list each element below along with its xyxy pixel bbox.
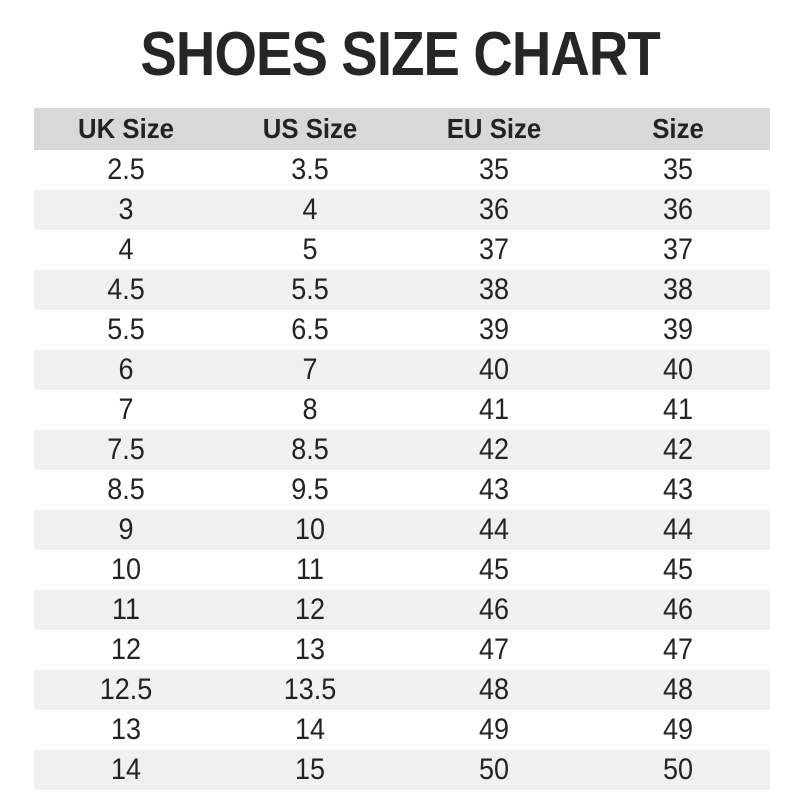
table-cell: 8 <box>302 393 318 426</box>
table-row: 6 7 40 40 <box>34 350 770 390</box>
table-cell: 5 <box>302 233 318 266</box>
table-cell: 40 <box>478 353 510 386</box>
table-cell: 48 <box>662 673 694 706</box>
column-header-uk-size: UK Size <box>78 113 174 144</box>
table-header-row: UK Size US Size EU Size Size <box>34 108 770 150</box>
table-cell: 14 <box>110 753 142 786</box>
table-cell: 6 <box>118 353 134 386</box>
table-cell: 37 <box>478 233 510 266</box>
table-cell: 45 <box>662 553 694 586</box>
table-cell: 11 <box>295 553 325 586</box>
table-cell: 7 <box>302 353 318 386</box>
table-cell: 41 <box>478 393 510 426</box>
table-cell: 7.5 <box>107 433 145 466</box>
table-row: 5.5 6.5 39 39 <box>34 310 770 350</box>
table-cell: 39 <box>662 313 694 346</box>
table-cell: 47 <box>662 633 694 666</box>
table-cell: 42 <box>662 433 694 466</box>
table-row: 4.5 5.5 38 38 <box>34 270 770 310</box>
page-title: SHOES SIZE CHART <box>0 24 800 86</box>
table-body: 2.5 3.5 35 35 3 4 36 36 4 5 37 37 4.5 5.5 38 38 5.5 6.5 39… <box>34 150 770 790</box>
table-cell: 37 <box>662 233 694 266</box>
table-cell: 39 <box>478 313 510 346</box>
table-cell: 5.5 <box>291 273 329 306</box>
table-cell: 13 <box>110 713 142 746</box>
table-cell: 48 <box>478 673 510 706</box>
table-cell: 12 <box>110 633 142 666</box>
table-cell: 3.5 <box>291 153 329 186</box>
table-cell: 9.5 <box>291 473 329 506</box>
table-cell: 6.5 <box>291 313 329 346</box>
table-cell: 46 <box>662 593 694 626</box>
table-cell: 14 <box>294 713 326 746</box>
table-row: 7.5 8.5 42 42 <box>34 430 770 470</box>
table-cell: 38 <box>662 273 694 306</box>
table-cell: 50 <box>662 753 694 786</box>
page-title-text: SHOES SIZE CHART <box>140 20 660 89</box>
table-cell: 8.5 <box>291 433 329 466</box>
table-row: 2.5 3.5 35 35 <box>34 150 770 190</box>
table-cell: 13 <box>294 633 326 666</box>
table-cell: 4 <box>118 233 134 266</box>
table-cell: 2.5 <box>107 153 145 186</box>
column-header-eu-size: EU Size <box>446 113 542 144</box>
table-cell: 36 <box>478 193 510 226</box>
table-row: 7 8 41 41 <box>34 390 770 430</box>
table-cell: 50 <box>478 753 510 786</box>
table-cell: 10 <box>294 513 326 546</box>
table-row: 11 12 46 46 <box>34 590 770 630</box>
table-cell: 44 <box>662 513 694 546</box>
table-cell: 41 <box>662 393 694 426</box>
table-cell: 15 <box>294 753 326 786</box>
table-cell: 3 <box>118 193 134 226</box>
table-cell: 5.5 <box>107 313 145 346</box>
table-cell: 12.5 <box>99 673 153 706</box>
table-cell: 40 <box>662 353 694 386</box>
table-cell: 46 <box>478 593 510 626</box>
table-row: 9 10 44 44 <box>34 510 770 550</box>
table-cell: 36 <box>662 193 694 226</box>
table-cell: 4 <box>302 193 318 226</box>
table-cell: 47 <box>478 633 510 666</box>
table-cell: 38 <box>478 273 510 306</box>
table-row: 4 5 37 37 <box>34 230 770 270</box>
table-cell: 49 <box>478 713 510 746</box>
size-chart-table: UK Size US Size EU Size Size 2.5 3.5 35 35 3… <box>34 108 770 790</box>
table-cell: 49 <box>662 713 694 746</box>
table-cell: 35 <box>662 153 694 186</box>
table-row: 3 4 36 36 <box>34 190 770 230</box>
table-cell: 43 <box>662 473 694 506</box>
table-cell: 9 <box>118 513 134 546</box>
table-row: 13 14 49 49 <box>34 710 770 750</box>
table-row: 14 15 50 50 <box>34 750 770 790</box>
table-cell: 35 <box>478 153 510 186</box>
table-row: 8.5 9.5 43 43 <box>34 470 770 510</box>
column-header-us-size: US Size <box>262 113 358 144</box>
table-row: 12.5 13.5 48 48 <box>34 670 770 710</box>
table-cell: 10 <box>110 553 142 586</box>
table-cell: 4.5 <box>107 273 145 306</box>
table-cell: 45 <box>478 553 510 586</box>
table-cell: 43 <box>478 473 510 506</box>
table-cell: 42 <box>478 433 510 466</box>
table-cell: 44 <box>478 513 510 546</box>
table-cell: 13.5 <box>283 673 337 706</box>
table-cell: 11 <box>111 593 141 626</box>
table-cell: 8.5 <box>107 473 145 506</box>
column-header-size: Size <box>652 113 704 144</box>
table-cell: 12 <box>294 593 326 626</box>
table-row: 10 11 45 45 <box>34 550 770 590</box>
table-row: 12 13 47 47 <box>34 630 770 670</box>
table-cell: 7 <box>118 393 134 426</box>
